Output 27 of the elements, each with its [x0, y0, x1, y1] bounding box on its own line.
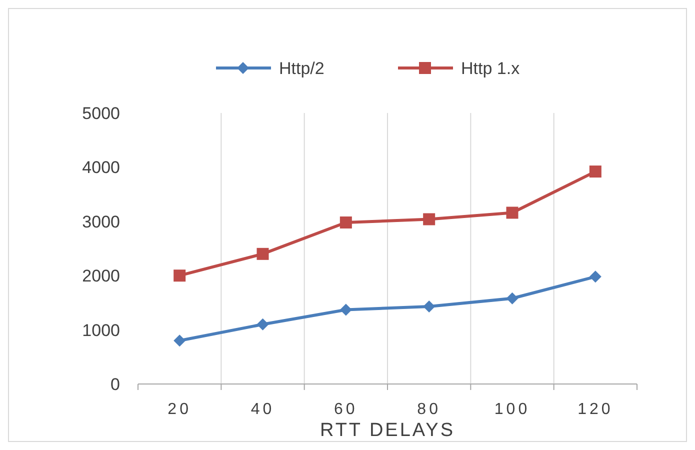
point	[423, 213, 436, 226]
point	[589, 270, 602, 283]
x-axis-title: RTT DELAYS	[320, 420, 456, 441]
x-tick-label: 120	[578, 401, 614, 418]
y-tick-label: 1000	[82, 320, 120, 340]
point	[174, 270, 186, 282]
point	[506, 292, 518, 304]
y-tick-label: 2000	[82, 266, 120, 286]
legend-label: Http 1.x	[461, 59, 520, 78]
y-tick-label: 0	[110, 374, 120, 394]
legend-label: Http/2	[279, 59, 324, 78]
point	[506, 206, 518, 219]
point	[340, 216, 352, 228]
y-tick-label: 3000	[82, 212, 120, 232]
x-tick-label: 60	[334, 401, 358, 418]
x-tick-label: 80	[417, 401, 441, 418]
x-tick-label: 40	[250, 401, 275, 418]
point	[423, 300, 436, 312]
x-tick-label: 100	[494, 401, 530, 418]
y-tick-label: 4000	[82, 158, 120, 178]
point	[340, 304, 352, 316]
point	[589, 166, 602, 178]
y-tick-label: 5000	[82, 104, 120, 123]
point	[256, 318, 269, 330]
x-tick-label: 20	[168, 401, 192, 418]
point	[174, 334, 186, 347]
point	[256, 248, 269, 260]
